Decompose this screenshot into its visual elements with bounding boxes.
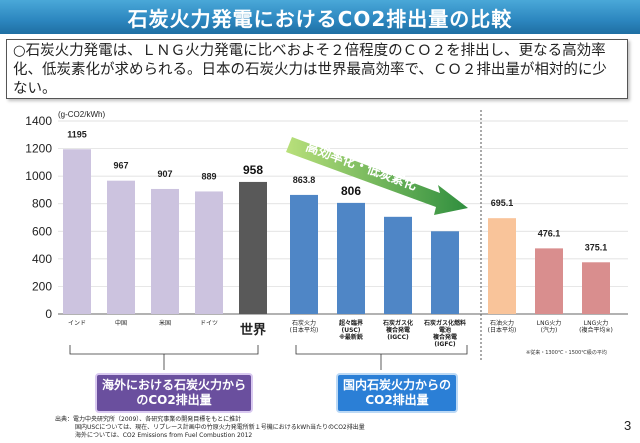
- bar-value-label: 476.1: [538, 228, 561, 238]
- description-box: ○石炭火力発電は、ＬＮＧ火力発電に比べおよそ２倍程度のＣＯ２を排出し、更なる高効…: [6, 39, 628, 99]
- category-label: 中国: [115, 319, 127, 327]
- group-label-domestic: 国内石炭火力からのCO2排出量: [336, 373, 458, 413]
- bar-value-label: 889: [201, 171, 216, 181]
- bar: [290, 194, 318, 314]
- category-label: インド: [68, 320, 86, 327]
- category-label: 石炭火力(日本平均): [290, 319, 319, 334]
- bar: [239, 181, 267, 314]
- source-line: 海外については、CO2 Emissions from Fuel Combusti…: [75, 432, 253, 439]
- arrow-shape: [286, 137, 468, 215]
- y-axis-label: (g-CO2/kWh): [58, 110, 105, 119]
- y-ticks: 0 200 400 600 800 1000 1200 1400: [25, 114, 52, 321]
- category-label: LNG火力(複合平均※): [579, 319, 613, 334]
- bar-value-label: 806: [341, 184, 361, 198]
- y-tick-label: 1200: [25, 142, 52, 156]
- lng-note: ※従来・1300℃・1500℃級の平均: [526, 350, 607, 356]
- y-tick-label: 0: [45, 307, 52, 321]
- y-tick-label: 800: [32, 197, 52, 211]
- group-label-overseas: 海外における石炭火力からのCO2排出量: [95, 373, 253, 413]
- bar-value-label: 958: [243, 163, 263, 177]
- bar-value-label: 695.1: [491, 198, 514, 208]
- source-line: 出典：電力中央研究所（2009）、各研究事業の開発目標をもとに推計: [55, 416, 242, 423]
- y-tick-label: 1000: [25, 169, 52, 183]
- bar: [582, 262, 610, 314]
- bar-value-label: 967: [113, 161, 128, 171]
- y-tick-label: 600: [32, 224, 52, 238]
- description-text: ○石炭火力発電は、ＬＮＧ火力発電に比べおよそ２倍程度のＣＯ２を排出し、更なる高効…: [13, 43, 607, 97]
- y-tick-label: 1400: [25, 114, 52, 128]
- y-tick-label: 200: [32, 279, 52, 293]
- bar: [107, 180, 135, 314]
- bracket-domestic: [295, 345, 468, 355]
- bar-value-label: 907: [157, 169, 172, 179]
- source-line: 国内USCについては、現在、リプレース計画中の竹原火力発電所新１号機におけるkW…: [75, 424, 365, 431]
- page-number: 3: [624, 418, 632, 433]
- group-brackets: [69, 345, 468, 370]
- bar: [195, 191, 223, 314]
- category-label: 石炭ガス化燃料電池複合発電(IGFC): [423, 319, 466, 348]
- group-label-domestic-text: 国内石炭火力からのCO2排出量: [342, 378, 451, 407]
- bar: [431, 231, 459, 314]
- category-label: 世界: [240, 322, 266, 338]
- page-title: 石炭火力発電におけるCO2排出量の比較: [127, 6, 513, 31]
- bar: [488, 218, 516, 314]
- category-label: 超々臨界(USC) ※最新鋭: [338, 319, 364, 341]
- bar-value-label: 375.1: [585, 242, 608, 252]
- bracket-overseas: [69, 345, 259, 355]
- category-label: LNG火力(汽力): [537, 319, 561, 334]
- bars: 1195 インド 967 中国 907 米国 889 ドイツ 958 世界 863.8 石炭火力(日本…: [63, 129, 613, 348]
- bar: [63, 149, 91, 314]
- bar: [337, 202, 365, 314]
- category-label: 石油火力(日本平均): [488, 319, 517, 334]
- category-label: 米国: [159, 319, 171, 327]
- category-label: ドイツ: [200, 320, 218, 327]
- source-note: 出典：電力中央研究所（2009）、各研究事業の開発目標をもとに推計 国内USCに…: [55, 416, 365, 440]
- title-bar: 石炭火力発電におけるCO2排出量の比較: [0, 0, 640, 34]
- y-tick-label: 400: [32, 252, 52, 266]
- bar-value-label: 1195: [67, 129, 87, 139]
- bar-chart: (g-CO2/kWh) 0 200 400 600 800 1000 1200 1400 11…: [25, 110, 628, 370]
- bar: [384, 216, 412, 314]
- group-label-overseas-text: 海外における石炭火力からのCO2排出量: [101, 378, 246, 407]
- category-label: 石炭ガス化複合発電(IGCC): [382, 319, 413, 341]
- bar: [151, 188, 179, 314]
- arrow-label: 高効率化・低炭素化: [304, 139, 419, 194]
- bar-value-label: 863.8: [293, 175, 316, 185]
- bar: [535, 248, 563, 314]
